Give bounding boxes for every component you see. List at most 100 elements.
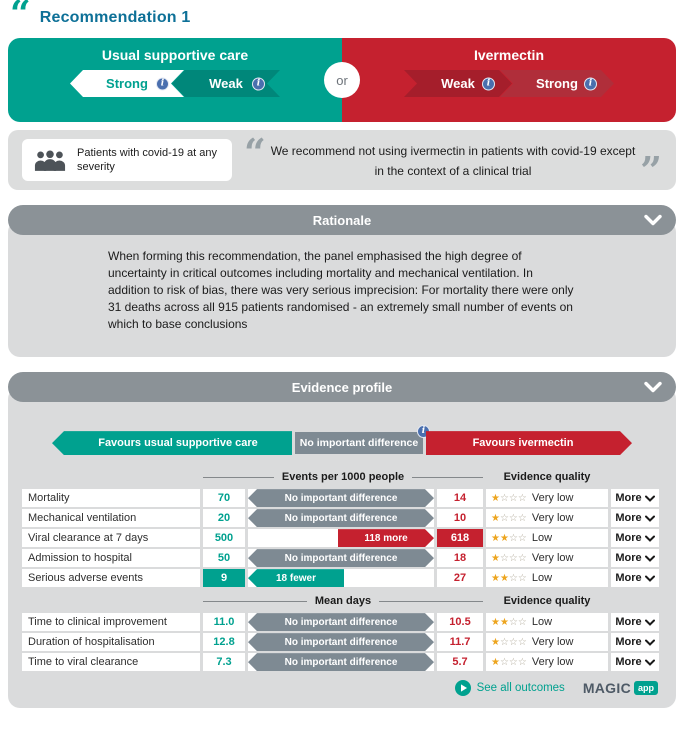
weak-label: Weak [441,76,475,91]
more-label: More [615,656,642,669]
recommendation-header: “ Recommendation 1 [8,0,676,38]
quality-label: Low [531,572,553,585]
table-row-time-to-viral-clearance: Time to viral clearance 7.3 No important… [22,653,662,672]
outcome-label: Viral clearance at 7 days [22,529,200,548]
chevron-down-icon [644,495,655,502]
effect-badge: No important difference [248,633,434,651]
strong-ivermectin-button[interactable]: Strong i [500,70,614,97]
quality-label: Very low [531,512,574,525]
outcome-label: Mortality [22,489,200,508]
weak-usual-care-button[interactable]: Weak i [172,70,280,97]
quality-label: Very low [531,656,574,669]
usual-care-panel: Usual supportive care Strong i Weak i [8,38,342,122]
chevron-down-icon[interactable] [644,381,662,393]
more-dropdown[interactable]: More [611,613,659,632]
info-icon[interactable]: i [482,77,495,90]
effect-cell: No important difference [248,489,434,508]
more-dropdown[interactable]: More [611,653,659,672]
usual-care-value: 11.0 [203,613,245,632]
usual-care-value: 70 [203,489,245,508]
table-row-mechanical-ventilation: Mechanical ventilation 20 No important d… [22,509,662,528]
table-row-time-to-clinical-improvement: Time to clinical improvement 11.0 No imp… [22,613,662,632]
quality-label: Very low [531,492,574,505]
evidence-quality-cell: ★☆☆☆ Very low [486,509,608,528]
table-row-duration-of-hospitalisation: Duration of hospitalisation 12.8 No impo… [22,633,662,652]
more-dropdown[interactable]: More [611,633,659,652]
quality-stars: ★☆☆☆ [491,553,527,564]
chevron-down-icon[interactable] [644,214,662,226]
star-empty: ☆☆ [508,616,527,628]
effect-cell: No important difference [248,509,434,528]
star-empty: ☆☆ [508,532,527,544]
more-dropdown[interactable]: More [611,549,659,568]
info-icon[interactable]: i [156,77,169,90]
evidence-quality-cell: ★☆☆☆ Very low [486,633,608,652]
outcome-label: Time to clinical improvement [22,613,200,632]
ivermectin-panel: Ivermectin Weak i Strong i [342,38,676,122]
quality-label: Low [531,532,553,545]
outcome-label: Serious adverse events [22,569,200,588]
star-filled: ★★ [491,572,509,584]
effect-cell: 18 fewer [248,569,434,588]
evidence-quality-cell: ★☆☆☆ Very low [486,549,608,568]
rationale-body: When forming this recommendation, the pa… [8,220,676,358]
evidence-quality-cell: ★★☆☆ Low [486,613,608,632]
rationale-section: Rationale When forming this recommendati… [8,205,676,358]
info-icon[interactable]: i [252,77,265,90]
more-dropdown[interactable]: More [611,529,659,548]
outcome-label: Duration of hospitalisation [22,633,200,652]
evidence-footer: See all outcomes MAGIC app [22,680,662,697]
ivermectin-value: 10 [437,509,483,528]
weak-ivermectin-button[interactable]: Weak i [404,70,512,97]
evidence-profile-header[interactable]: Evidence profile [8,372,676,403]
usual-care-value: 9 [203,569,245,588]
recommendation-page: “ Recommendation 1 Usual supportive care… [0,0,684,713]
quality-stars: ★☆☆☆ [491,637,527,648]
events-per-1000-header: Events per 1000 people [203,469,483,485]
outcome-label: Mechanical ventilation [22,509,200,528]
rationale-header[interactable]: Rationale [8,205,676,235]
info-icon[interactable]: i [584,77,597,90]
magic-logo[interactable]: MAGIC app [583,680,658,696]
quality-stars: ★☆☆☆ [491,493,527,504]
favours-ivermectin-arrow: Favours ivermectin [426,431,632,455]
table-row-admission-to-hospital: Admission to hospital 50 No important di… [22,549,662,568]
effect-cell: No important difference [248,633,434,652]
ivermectin-value: 618 [437,529,483,548]
favours-usual-care-arrow: Favours usual supportive care [52,431,292,456]
quote-icon: “ [10,0,31,35]
chevron-down-icon [644,659,655,666]
usual-care-title: Usual supportive care [101,47,249,63]
quality-stars: ★★☆☆ [491,533,527,544]
outcome-label: Time to viral clearance [22,653,200,672]
page-title: Recommendation 1 [39,9,191,26]
magic-app-badge: app [633,681,658,696]
population-panel: Patients with covid-19 at any severity “… [8,130,676,190]
star-filled: ★★ [491,616,509,628]
effect-direction-legend: Favours usual supportive care No importa… [22,425,662,456]
chevron-down-icon [644,555,655,562]
open-quote-icon: “ [244,130,266,176]
evidence-quality-cell: ★☆☆☆ Very low [486,653,608,672]
strong-usual-care-button[interactable]: Strong i [70,70,184,97]
evidence-profile-section: Evidence profile Favours usual supportiv… [8,372,676,709]
effect-badge-more: 118 more [338,529,434,547]
see-all-outcomes-button[interactable]: See all outcomes [454,680,565,697]
chevron-down-icon [644,639,655,646]
usual-care-value: 500 [203,529,245,548]
star-empty: ☆☆☆ [499,492,527,504]
star-filled: ★ [491,636,500,648]
effect-badge-fewer: 18 fewer [248,569,344,588]
evidence-quality-cell: ★★☆☆ Low [486,529,608,548]
more-dropdown[interactable]: More [611,489,659,508]
star-filled: ★ [491,552,500,564]
evidence-table: Events per 1000 people Evidence quality … [22,469,662,672]
more-dropdown[interactable]: More [611,569,659,588]
effect-badge: No important difference [248,549,434,567]
star-filled: ★ [491,492,500,504]
weak-label: Weak [209,76,243,91]
quality-stars: ★☆☆☆ [491,513,527,524]
effect-badge: No important difference [248,509,434,527]
more-dropdown[interactable]: More [611,509,659,528]
star-empty: ☆☆☆ [499,512,527,524]
